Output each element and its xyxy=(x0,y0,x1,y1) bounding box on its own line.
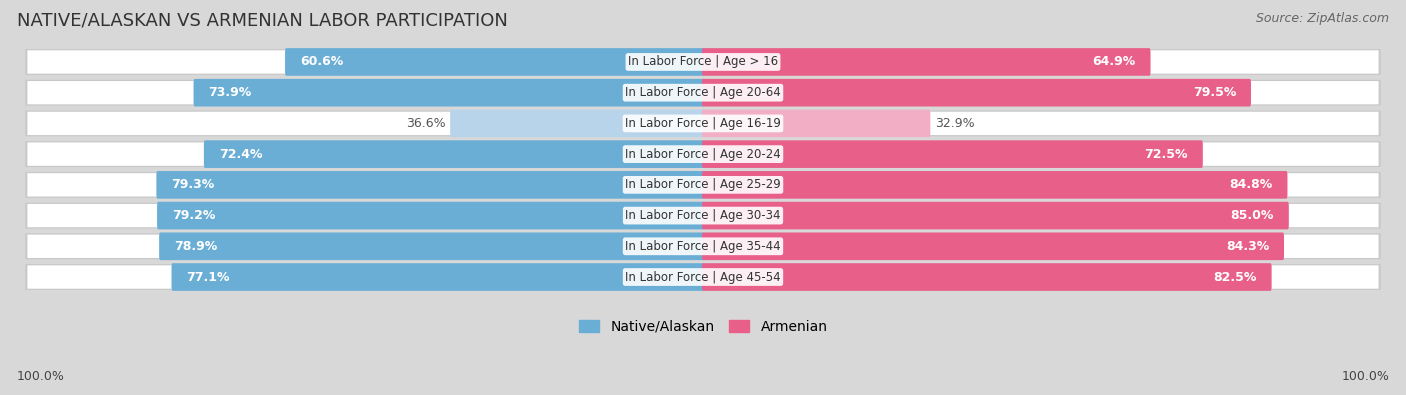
Text: In Labor Force | Age 35-44: In Labor Force | Age 35-44 xyxy=(626,240,780,253)
FancyBboxPatch shape xyxy=(25,80,1381,105)
Text: 79.2%: 79.2% xyxy=(172,209,215,222)
FancyBboxPatch shape xyxy=(702,233,1284,260)
FancyBboxPatch shape xyxy=(285,48,704,76)
FancyBboxPatch shape xyxy=(27,235,1379,258)
FancyBboxPatch shape xyxy=(702,48,1150,76)
FancyBboxPatch shape xyxy=(450,109,704,137)
FancyBboxPatch shape xyxy=(27,50,1379,73)
Text: 72.5%: 72.5% xyxy=(1144,148,1188,161)
FancyBboxPatch shape xyxy=(25,49,1381,75)
FancyBboxPatch shape xyxy=(25,172,1381,198)
Text: In Labor Force | Age 30-34: In Labor Force | Age 30-34 xyxy=(626,209,780,222)
FancyBboxPatch shape xyxy=(25,111,1381,136)
FancyBboxPatch shape xyxy=(702,79,1251,107)
Text: NATIVE/ALASKAN VS ARMENIAN LABOR PARTICIPATION: NATIVE/ALASKAN VS ARMENIAN LABOR PARTICI… xyxy=(17,12,508,30)
Text: In Labor Force | Age 45-54: In Labor Force | Age 45-54 xyxy=(626,271,780,284)
FancyBboxPatch shape xyxy=(25,203,1381,228)
Text: 78.9%: 78.9% xyxy=(174,240,217,253)
FancyBboxPatch shape xyxy=(702,202,1289,229)
FancyBboxPatch shape xyxy=(27,204,1379,227)
Legend: Native/Alaskan, Armenian: Native/Alaskan, Armenian xyxy=(574,314,832,340)
FancyBboxPatch shape xyxy=(172,263,704,291)
Text: Source: ZipAtlas.com: Source: ZipAtlas.com xyxy=(1256,12,1389,25)
Text: In Labor Force | Age 20-24: In Labor Force | Age 20-24 xyxy=(626,148,780,161)
Text: 84.3%: 84.3% xyxy=(1226,240,1270,253)
FancyBboxPatch shape xyxy=(27,143,1379,166)
Text: 32.9%: 32.9% xyxy=(935,117,974,130)
Text: 36.6%: 36.6% xyxy=(406,117,446,130)
FancyBboxPatch shape xyxy=(194,79,704,107)
FancyBboxPatch shape xyxy=(156,171,704,199)
FancyBboxPatch shape xyxy=(25,233,1381,259)
Text: 100.0%: 100.0% xyxy=(17,370,65,383)
FancyBboxPatch shape xyxy=(204,140,704,168)
FancyBboxPatch shape xyxy=(159,233,704,260)
Text: 60.6%: 60.6% xyxy=(299,55,343,68)
Text: 85.0%: 85.0% xyxy=(1230,209,1274,222)
Text: 100.0%: 100.0% xyxy=(1341,370,1389,383)
FancyBboxPatch shape xyxy=(27,81,1379,104)
Text: 79.5%: 79.5% xyxy=(1192,86,1236,99)
FancyBboxPatch shape xyxy=(27,112,1379,135)
FancyBboxPatch shape xyxy=(702,171,1288,199)
Text: 82.5%: 82.5% xyxy=(1213,271,1257,284)
FancyBboxPatch shape xyxy=(27,173,1379,197)
FancyBboxPatch shape xyxy=(25,264,1381,290)
FancyBboxPatch shape xyxy=(702,263,1271,291)
FancyBboxPatch shape xyxy=(157,202,704,229)
FancyBboxPatch shape xyxy=(25,141,1381,167)
Text: 84.8%: 84.8% xyxy=(1229,179,1272,191)
FancyBboxPatch shape xyxy=(702,140,1202,168)
FancyBboxPatch shape xyxy=(27,265,1379,289)
Text: In Labor Force | Age 25-29: In Labor Force | Age 25-29 xyxy=(626,179,780,191)
Text: 72.4%: 72.4% xyxy=(219,148,262,161)
Text: In Labor Force | Age 16-19: In Labor Force | Age 16-19 xyxy=(626,117,780,130)
Text: 77.1%: 77.1% xyxy=(187,271,229,284)
Text: 73.9%: 73.9% xyxy=(208,86,252,99)
Text: 64.9%: 64.9% xyxy=(1092,55,1136,68)
Text: In Labor Force | Age > 16: In Labor Force | Age > 16 xyxy=(628,55,778,68)
Text: In Labor Force | Age 20-64: In Labor Force | Age 20-64 xyxy=(626,86,780,99)
Text: 79.3%: 79.3% xyxy=(172,179,215,191)
FancyBboxPatch shape xyxy=(702,109,931,137)
